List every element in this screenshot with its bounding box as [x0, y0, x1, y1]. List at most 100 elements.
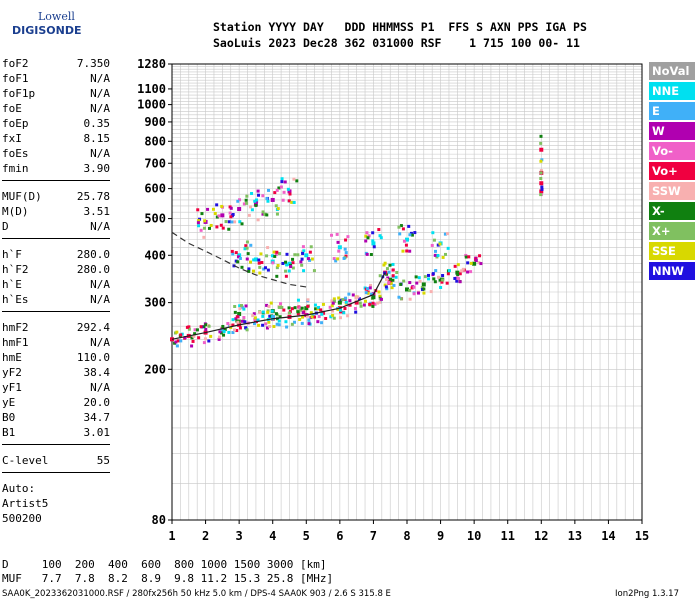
echo-point — [337, 296, 341, 300]
echo-point — [236, 199, 240, 203]
echo-point — [453, 264, 457, 268]
header-labels: Station YYYY DAY DDD HHMMSS P1 FFS S AXN… — [213, 20, 587, 34]
scaled-parameters-panel: foF2 7.350 foF1 N/A foF1p N/A foE N/A foEp 0.35 fx… — [2, 56, 110, 526]
echo-point — [287, 269, 291, 273]
param-key: fxI — [2, 132, 22, 145]
param-row-ye: yE 20.0 — [2, 395, 110, 410]
echo-point — [253, 316, 257, 320]
echo-point — [384, 285, 388, 289]
echo-point — [292, 200, 296, 204]
echo-point — [268, 314, 272, 318]
echo-point — [412, 292, 416, 296]
echo-point — [221, 226, 225, 230]
echo-point — [265, 254, 269, 258]
echo-point — [466, 270, 470, 274]
y-tick-label: 80 — [152, 513, 166, 527]
echo-point — [269, 301, 273, 305]
param-row-fof2: foF2 7.350 — [2, 56, 110, 71]
echo-point — [197, 336, 201, 340]
data-point — [539, 189, 544, 194]
echo-point — [408, 288, 412, 292]
param-key: fmin — [2, 162, 29, 175]
echo-point — [367, 234, 371, 238]
echo-point — [249, 205, 253, 209]
param-value: N/A — [90, 72, 110, 85]
data-point — [253, 319, 258, 324]
echo-point — [353, 307, 357, 311]
header-values: SaoLuis 2023 Dec28 362 031000 RSF 1 715 … — [213, 36, 580, 50]
echo-point — [278, 252, 282, 256]
x-tick-label: 15 — [635, 529, 649, 543]
echo-point — [238, 304, 242, 308]
legend-item-x: X+ — [649, 222, 695, 240]
echo-point — [439, 285, 443, 289]
echo-point — [461, 267, 465, 271]
echo-point — [339, 310, 343, 314]
echo-point — [238, 220, 242, 224]
echo-point — [366, 236, 370, 240]
echo-point — [229, 215, 233, 219]
param-key: foF1 — [2, 72, 29, 85]
echo-point — [320, 321, 324, 325]
param-key: B0 — [2, 411, 16, 424]
param-key: yE — [2, 396, 16, 409]
param-key: D — [2, 220, 9, 233]
param-row-hf: h`F 280.0 — [2, 247, 110, 262]
logo-line2: DIGISONDE — [12, 24, 82, 37]
echo-point — [202, 235, 206, 239]
echo-point — [335, 232, 339, 236]
echo-point — [453, 276, 457, 280]
echo-point — [404, 243, 408, 247]
echo-point — [209, 223, 213, 227]
legend-item-x: X- — [649, 202, 695, 220]
param-key: hmF2 — [2, 321, 29, 334]
param-value: 55 — [96, 454, 110, 467]
echo-point — [250, 208, 254, 212]
echo-point — [317, 315, 321, 319]
echo-point — [321, 302, 325, 306]
echo-point — [443, 232, 447, 236]
echo-point — [261, 314, 265, 318]
echo-point — [285, 252, 289, 256]
echo-point — [245, 246, 249, 250]
echo-point — [312, 269, 316, 273]
profile-curve — [171, 231, 307, 288]
echo-point — [539, 176, 543, 180]
echo-point — [368, 302, 372, 306]
autoscale-info: Auto: — [2, 482, 36, 495]
echo-point — [301, 315, 305, 319]
echo-point — [420, 286, 424, 290]
echo-point — [357, 297, 361, 301]
echo-point — [267, 188, 271, 192]
echo-point — [258, 271, 262, 275]
echo-point — [293, 320, 297, 324]
echo-point — [233, 310, 237, 314]
echo-point — [298, 306, 302, 310]
echo-point — [342, 311, 346, 315]
echo-point — [220, 328, 224, 332]
param-row-foep: foEp 0.35 — [2, 116, 110, 131]
echo-point — [203, 219, 207, 223]
echo-point — [539, 141, 543, 145]
echo-point — [264, 322, 268, 326]
echo-point — [539, 193, 543, 197]
echo-point — [277, 305, 281, 309]
data-point — [421, 282, 426, 287]
echo-point — [200, 212, 204, 216]
data-point — [455, 270, 460, 275]
echo-point — [240, 222, 244, 226]
x-tick-label: 14 — [601, 529, 615, 543]
echo-point — [233, 328, 237, 332]
echo-point — [234, 259, 238, 263]
param-row-fof1: foF1 N/A — [2, 71, 110, 86]
echo-point — [290, 200, 294, 204]
echo-point — [233, 305, 237, 309]
echo-point — [190, 336, 194, 340]
echo-point — [405, 249, 409, 253]
echo-point — [296, 310, 300, 314]
echo-point — [477, 261, 481, 265]
param-row-b0: B0 34.7 — [2, 410, 110, 425]
x-tick-label: 9 — [437, 529, 444, 543]
echo-point — [434, 269, 438, 273]
